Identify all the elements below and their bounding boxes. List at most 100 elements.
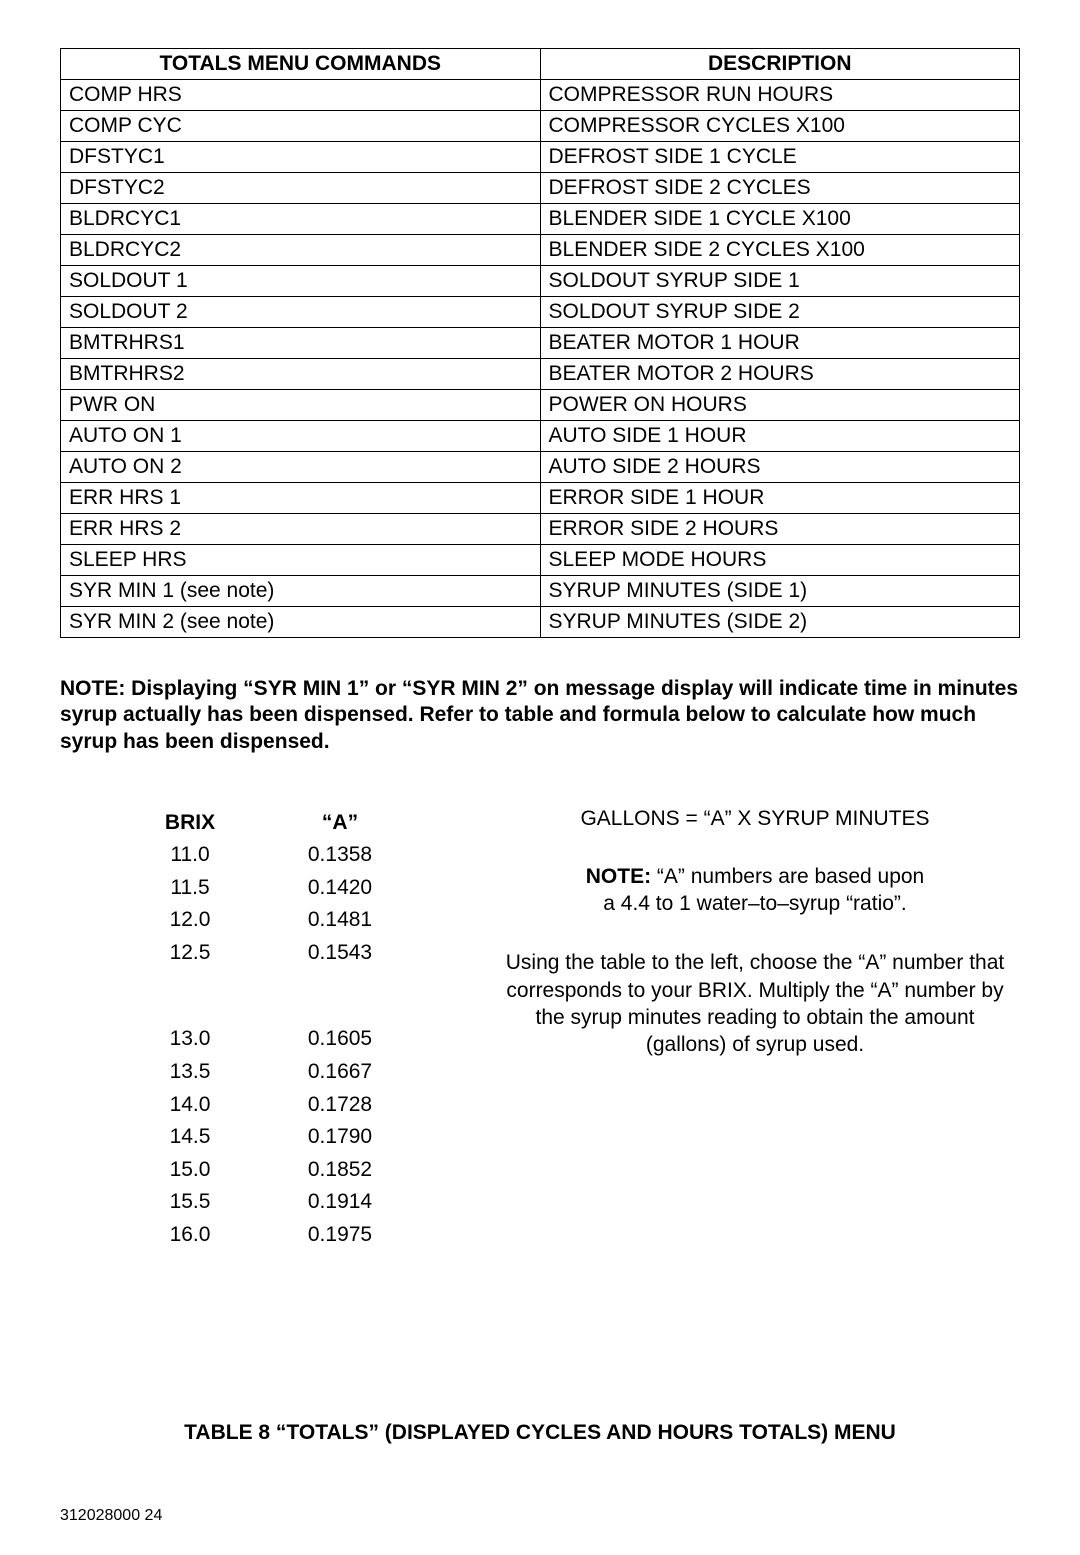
table-cell: SYR MIN 1 (see note)	[61, 576, 541, 607]
table-cell: COMPRESSOR RUN HOURS	[540, 80, 1020, 111]
a-value: 0.1975	[260, 1219, 420, 1252]
commands-table: TOTALS MENU COMMANDS DESCRIPTION COMP HR…	[60, 48, 1020, 638]
brix-value: 15.5	[120, 1186, 260, 1219]
table-row: SOLDOUT 2SOLDOUT SYRUP SIDE 2	[61, 297, 1020, 328]
brix-value: 14.0	[120, 1089, 260, 1122]
table-cell: COMP HRS	[61, 80, 541, 111]
table-cell: SOLDOUT 1	[61, 266, 541, 297]
table-caption: TABLE 8 “TOTALS” (DISPLAYED CYCLES AND H…	[60, 1421, 1020, 1445]
table-row: ERR HRS 2ERROR SIDE 2 HOURS	[61, 514, 1020, 545]
brix-value: 16.0	[120, 1219, 260, 1252]
table-row: PWR ONPOWER ON HOURS	[61, 390, 1020, 421]
brix-row: 14.50.1790	[120, 1121, 460, 1154]
brix-value: 15.0	[120, 1154, 260, 1187]
table-row: COMP CYCCOMPRESSOR CYCLES X100	[61, 111, 1020, 142]
doc-number: 312028000	[60, 1507, 140, 1524]
footer: 312028000 24	[60, 1507, 1020, 1525]
a-value: 0.1790	[260, 1121, 420, 1154]
gallons-formula: GALLONS = “A” X SYRUP MINUTES	[500, 807, 1010, 831]
table-row: SYR MIN 1 (see note)SYRUP MINUTES (SIDE …	[61, 576, 1020, 607]
table-cell: SOLDOUT SYRUP SIDE 1	[540, 266, 1020, 297]
table-row: SLEEP HRSSLEEP MODE HOURS	[61, 545, 1020, 576]
brix-value: 13.0	[120, 1023, 260, 1056]
table-cell: BLDRCYC1	[61, 204, 541, 235]
a-value: 0.1914	[260, 1186, 420, 1219]
table-cell: SYR MIN 2 (see note)	[61, 607, 541, 638]
table-cell: AUTO ON 1	[61, 421, 541, 452]
table-cell: BMTRHRS2	[61, 359, 541, 390]
a-value: 0.1667	[260, 1056, 420, 1089]
brix-value: 14.5	[120, 1121, 260, 1154]
table-cell: ERR HRS 2	[61, 514, 541, 545]
table-cell: DFSTYC1	[61, 142, 541, 173]
table-row: AUTO ON 2AUTO SIDE 2 HOURS	[61, 452, 1020, 483]
table-row: BMTRHRS1BEATER MOTOR 1 HOUR	[61, 328, 1020, 359]
brix-row: 11.50.1420	[120, 872, 460, 905]
table-cell: POWER ON HOURS	[540, 390, 1020, 421]
table-cell: SYRUP MINUTES (SIDE 1)	[540, 576, 1020, 607]
table-row: BLDRCYC2BLENDER SIDE 2 CYCLES X100	[61, 235, 1020, 266]
table-row: AUTO ON 1AUTO SIDE 1 HOUR	[61, 421, 1020, 452]
brix-row: 13.50.1667	[120, 1056, 460, 1089]
table-cell: COMPRESSOR CYCLES X100	[540, 111, 1020, 142]
table-cell: SLEEP HRS	[61, 545, 541, 576]
table-cell: DEFROST SIDE 1 CYCLE	[540, 142, 1020, 173]
table-cell: SLEEP MODE HOURS	[540, 545, 1020, 576]
brix-right-column: GALLONS = “A” X SYRUP MINUTES NOTE: “A” …	[460, 807, 1020, 1059]
table-cell: COMP CYC	[61, 111, 541, 142]
table-row: SYR MIN 2 (see note)SYRUP MINUTES (SIDE …	[61, 607, 1020, 638]
table-cell: BLENDER SIDE 1 CYCLE X100	[540, 204, 1020, 235]
table-cell: BEATER MOTOR 1 HOUR	[540, 328, 1020, 359]
a-value: 0.1728	[260, 1089, 420, 1122]
note2-text-a: “A” numbers are based upon	[651, 865, 924, 888]
brix-row: 14.00.1728	[120, 1089, 460, 1122]
a-value: 0.1852	[260, 1154, 420, 1187]
table-row: BLDRCYC1BLENDER SIDE 1 CYCLE X100	[61, 204, 1020, 235]
table-cell: DFSTYC2	[61, 173, 541, 204]
brix-value: 13.5	[120, 1056, 260, 1089]
brix-header-1: BRIX	[120, 807, 260, 840]
table-row: BMTRHRS2BEATER MOTOR 2 HOURS	[61, 359, 1020, 390]
brix-value: 12.5	[120, 937, 260, 970]
brix-row: 11.00.1358	[120, 839, 460, 872]
note2: NOTE: “A” numbers are based upon a 4.4 t…	[500, 863, 1010, 918]
note2-text-b: a 4.4 to 1 water–to–syrup “ratio”.	[603, 892, 907, 915]
brix-row: 12.00.1481	[120, 904, 460, 937]
table-cell: BMTRHRS1	[61, 328, 541, 359]
brix-row: 15.50.1914	[120, 1186, 460, 1219]
table-row: SOLDOUT 1SOLDOUT SYRUP SIDE 1	[61, 266, 1020, 297]
brix-value: 11.5	[120, 872, 260, 905]
brix-row: 16.00.1975	[120, 1219, 460, 1252]
page: TOTALS MENU COMMANDS DESCRIPTION COMP HR…	[0, 0, 1080, 1555]
table-row: ERR HRS 1ERROR SIDE 1 HOUR	[61, 483, 1020, 514]
table-cell: ERR HRS 1	[61, 483, 541, 514]
table-cell: SOLDOUT 2	[61, 297, 541, 328]
table-cell: AUTO ON 2	[61, 452, 541, 483]
table-cell: SOLDOUT SYRUP SIDE 2	[540, 297, 1020, 328]
brix-row: 13.00.1605	[120, 1023, 460, 1056]
table-row: DFSTYC1DEFROST SIDE 1 CYCLE	[61, 142, 1020, 173]
note2-label: NOTE:	[586, 865, 651, 888]
commands-header-2: DESCRIPTION	[540, 49, 1020, 80]
a-value: 0.1605	[260, 1023, 420, 1056]
table-cell: PWR ON	[61, 390, 541, 421]
brix-row: 15.00.1852	[120, 1154, 460, 1187]
brix-value: 11.0	[120, 839, 260, 872]
a-value: 0.1358	[260, 839, 420, 872]
table-cell: AUTO SIDE 1 HOUR	[540, 421, 1020, 452]
table-cell: BEATER MOTOR 2 HOURS	[540, 359, 1020, 390]
table-cell: SYRUP MINUTES (SIDE 2)	[540, 607, 1020, 638]
brix-header-2: “A”	[260, 807, 420, 840]
brix-spacer	[120, 969, 460, 1023]
a-value: 0.1420	[260, 872, 420, 905]
table-cell: BLDRCYC2	[61, 235, 541, 266]
table-cell: ERROR SIDE 1 HOUR	[540, 483, 1020, 514]
table-cell: AUTO SIDE 2 HOURS	[540, 452, 1020, 483]
brix-section: BRIX “A” 11.00.135811.50.142012.00.14811…	[60, 807, 1020, 1252]
brix-row: 12.50.1543	[120, 937, 460, 970]
brix-table: BRIX “A” 11.00.135811.50.142012.00.14811…	[120, 807, 460, 1252]
table-cell: BLENDER SIDE 2 CYCLES X100	[540, 235, 1020, 266]
table-row: COMP HRSCOMPRESSOR RUN HOURS	[61, 80, 1020, 111]
a-value: 0.1543	[260, 937, 420, 970]
commands-header-1: TOTALS MENU COMMANDS	[61, 49, 541, 80]
